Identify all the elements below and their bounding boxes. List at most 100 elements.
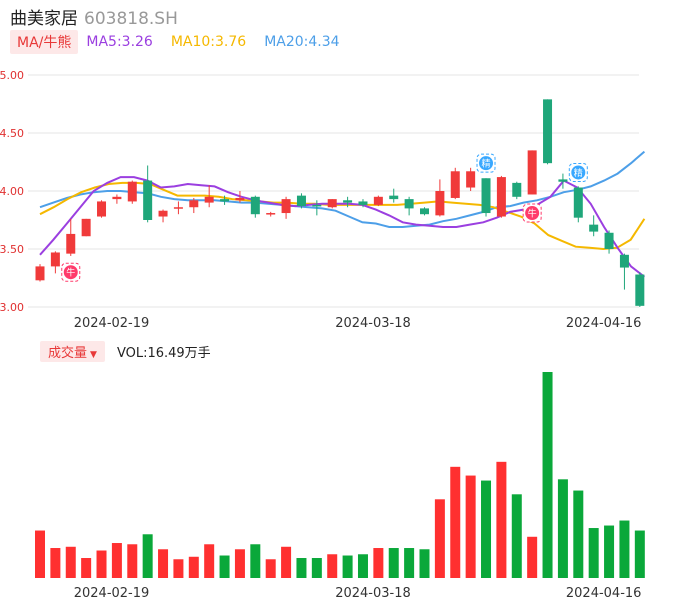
candle <box>127 180 137 204</box>
candle <box>327 199 337 209</box>
candle <box>158 209 168 223</box>
volume-bar <box>158 549 169 578</box>
signal-dot <box>63 265 78 280</box>
candle-body <box>573 187 583 218</box>
signal-dot <box>525 206 540 221</box>
volume-bar <box>357 554 368 578</box>
candle-body <box>343 200 353 203</box>
candle-body <box>619 254 629 268</box>
volume-bar <box>327 554 338 578</box>
candle <box>373 195 383 207</box>
price-y-tick-label: 4.50 <box>0 127 24 140</box>
candle-body <box>204 196 214 203</box>
candle-body <box>543 99 553 164</box>
ma20-line <box>39 150 646 228</box>
volume-bar <box>188 556 199 578</box>
volume-bar <box>404 548 415 578</box>
candle <box>81 218 91 237</box>
signal-label: 精 <box>574 167 583 179</box>
volume-bar <box>588 528 599 578</box>
ma20-value: MA20:4.34 <box>264 34 340 50</box>
volume-bar <box>481 480 492 578</box>
candle-body <box>358 201 368 205</box>
candle <box>97 200 107 218</box>
candle <box>450 167 460 200</box>
candle-body <box>389 195 399 200</box>
bull-signal-icon: 牛 <box>61 262 81 282</box>
volume-legend: 成交量 ▼ VOL:16.49万手 <box>40 340 211 362</box>
candle <box>312 200 322 216</box>
volume-bar <box>604 525 615 578</box>
candle-body <box>466 171 476 188</box>
candle <box>266 211 276 217</box>
jing-signal-icon: 精 <box>476 153 496 173</box>
candle <box>481 178 491 217</box>
volume-bar <box>111 543 122 578</box>
candle-body <box>450 171 460 198</box>
candle-body <box>189 200 199 208</box>
candle-body <box>97 201 107 217</box>
signal-label: 牛 <box>66 267 75 279</box>
dropdown-arrow-icon: ▼ <box>90 349 97 360</box>
candle <box>389 188 399 203</box>
ma5-value: MA5:3.26 <box>86 34 153 50</box>
volume-bar <box>573 490 584 578</box>
candle-body <box>435 191 445 216</box>
ma10-value: MA10:3.76 <box>170 34 247 50</box>
candle <box>573 186 583 223</box>
candle-body <box>481 178 491 214</box>
candle <box>343 196 353 208</box>
volume-x-tick-label: 2024-03-18 <box>335 586 411 601</box>
candle <box>250 195 260 218</box>
volume-indicator-tag[interactable]: 成交量 ▼ <box>40 340 105 362</box>
stock-title: 曲美家居 603818.SH <box>10 4 178 29</box>
candle <box>635 272 645 307</box>
candle <box>435 179 445 217</box>
candle <box>173 201 183 215</box>
candle <box>220 195 230 205</box>
ma-indicator-tag[interactable]: MA/牛熊 <box>10 30 79 54</box>
candle <box>204 185 214 208</box>
candle-body <box>250 196 260 215</box>
volume-bar <box>634 530 645 578</box>
signal-label: 精 <box>482 158 491 170</box>
candle-body <box>127 181 137 202</box>
volume-bar <box>204 544 215 578</box>
candle-body <box>327 199 337 208</box>
candle <box>35 264 45 282</box>
candle-body <box>220 199 230 202</box>
candle-body <box>312 204 322 207</box>
volume-bar <box>296 558 307 578</box>
candle-body <box>296 195 306 207</box>
candle <box>235 191 245 203</box>
volume-bar <box>511 494 522 578</box>
candle-body <box>173 207 183 209</box>
stock-code: 603818.SH <box>84 9 178 29</box>
ma-legend: MA/牛熊 MA5:3.26 MA10:3.76 MA20:4.34 <box>10 30 358 54</box>
candle <box>558 173 568 189</box>
volume-bar <box>619 520 630 578</box>
volume-bar <box>50 548 61 578</box>
volume-bar <box>65 546 76 578</box>
candle <box>189 197 199 214</box>
volume-x-tick-label: 2024-02-19 <box>74 586 150 601</box>
candlestick-chart[interactable]: 5.00 4.50 4.00 3.50 3.00 牛 精牛 精 2024-02-19 2024-0… <box>0 0 686 330</box>
candle <box>281 196 291 219</box>
candle-body <box>604 232 614 249</box>
candle <box>543 99 553 165</box>
volume-bar <box>96 550 107 578</box>
signal-dot <box>479 156 494 171</box>
candle-body <box>158 210 168 217</box>
candle-body <box>373 196 383 205</box>
volume-bar <box>234 549 245 578</box>
candle-body <box>558 179 568 182</box>
candle <box>466 167 476 191</box>
volume-bar <box>250 544 261 578</box>
candle-body <box>635 274 645 306</box>
volume-x-tick-label: 2024-04-16 <box>566 586 642 601</box>
candle-body <box>66 233 76 254</box>
volume-bar <box>434 499 445 578</box>
volume-bar <box>311 558 322 578</box>
candle-body <box>589 224 599 232</box>
candle <box>66 218 76 256</box>
